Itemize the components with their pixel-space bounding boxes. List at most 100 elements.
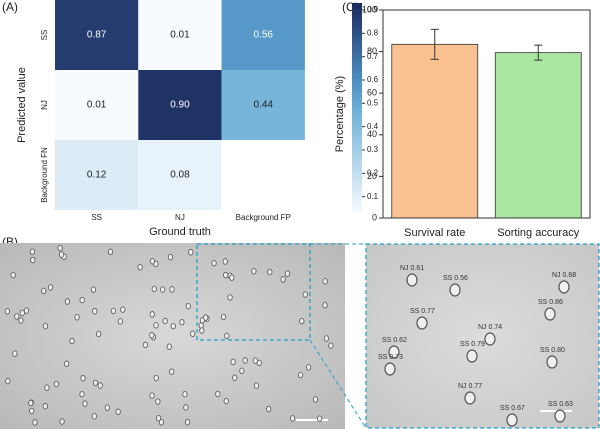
cell	[183, 404, 189, 411]
cell	[267, 268, 273, 276]
cell	[190, 330, 196, 337]
cell	[32, 419, 38, 426]
cell	[554, 409, 566, 423]
detection-label: NJ 0.61	[400, 265, 424, 272]
cell	[115, 408, 121, 415]
cell	[151, 285, 157, 293]
cell	[406, 273, 418, 287]
cell	[188, 249, 194, 256]
cell	[74, 314, 80, 321]
cell	[166, 343, 172, 350]
cell	[149, 258, 156, 265]
cell	[312, 396, 319, 403]
cell-label: 0.08	[170, 170, 190, 181]
cell	[266, 405, 272, 413]
cell	[47, 284, 54, 291]
cell-label: 0.56	[254, 30, 274, 41]
image	[0, 243, 345, 429]
heatmap-cell	[138, 70, 222, 140]
cell-label: 0.12	[87, 170, 107, 181]
cell	[232, 374, 238, 381]
cell	[416, 316, 428, 330]
x-tick-label: SS	[91, 213, 102, 222]
colorbar-tick-label: 0.1	[367, 192, 379, 201]
cell	[230, 358, 236, 366]
cell	[222, 258, 228, 265]
cell	[149, 311, 155, 318]
panel-label: (A)	[2, 0, 18, 14]
heatmap-cell	[55, 70, 139, 140]
heatmap-cell	[55, 0, 139, 70]
cell	[179, 318, 185, 326]
cell	[322, 278, 328, 285]
cell	[215, 390, 221, 398]
y-axis-label: Predicted value	[16, 67, 28, 143]
x-tick-label: NJ	[175, 213, 185, 222]
cell	[97, 382, 103, 389]
y-tick-label: 80	[367, 46, 377, 56]
connector	[309, 339, 367, 429]
y-tick-label: 60	[367, 88, 377, 98]
cell	[104, 404, 110, 411]
microscopy: NJ 0.61 SS 0.56 NJ 0.68 SS 0.77 SS 0.86 NJ 0.…	[0, 243, 600, 429]
cell	[223, 397, 229, 405]
error-bar	[534, 44, 543, 61]
cell-label: 0.01	[170, 30, 190, 41]
cell	[299, 317, 305, 325]
cell	[41, 287, 47, 295]
cell	[4, 308, 10, 315]
cell	[30, 256, 36, 264]
cell	[79, 296, 85, 304]
cell	[117, 318, 123, 325]
cell	[12, 350, 18, 357]
cell	[5, 377, 11, 385]
cell	[298, 371, 304, 379]
cell	[59, 418, 65, 425]
cell	[155, 415, 162, 422]
cell	[149, 332, 155, 339]
cell	[69, 337, 75, 345]
cell	[220, 313, 227, 321]
cell	[388, 345, 400, 359]
cell	[10, 271, 16, 279]
cell	[328, 342, 334, 349]
cell	[323, 335, 330, 342]
cell	[57, 244, 63, 252]
x-tick-label: Survival rate	[404, 227, 465, 239]
bar	[494, 52, 582, 219]
cell	[162, 317, 168, 325]
cell	[546, 355, 558, 369]
detection-label: NJ 0.68	[552, 272, 576, 279]
x-tick-label: Sorting accuracy	[497, 227, 579, 239]
colorbar-tick-label: 0.3	[367, 145, 379, 154]
cell	[169, 368, 175, 375]
colorbar-tick-label: 0.5	[367, 98, 379, 107]
cell	[302, 291, 308, 298]
heatmap-cell	[221, 70, 305, 140]
cell	[224, 332, 230, 339]
cell	[252, 357, 258, 364]
colorbar-tick-label: 0.2	[367, 168, 379, 177]
cell	[142, 341, 149, 349]
y-tick-label: Background FN	[40, 147, 49, 203]
axes-frame	[382, 9, 591, 219]
cell	[23, 307, 30, 314]
error-bar	[430, 28, 439, 60]
cell	[80, 375, 86, 382]
heatmap-cell	[221, 0, 305, 70]
cell	[506, 413, 518, 427]
cell	[42, 403, 48, 410]
y-axis-label: Percentage (%)	[334, 76, 346, 152]
detection-label: SS 0.77	[410, 308, 435, 315]
colorbar-tick-label: 0.7	[367, 52, 379, 61]
cell	[155, 398, 161, 405]
detection-label: SS 0.80	[540, 347, 565, 354]
cell	[18, 317, 24, 324]
cell	[306, 364, 312, 371]
cell	[558, 280, 570, 294]
colorbar-tick-label: 0.6	[367, 75, 379, 84]
y-tick-label: 0	[372, 212, 377, 222]
cell	[82, 400, 88, 407]
cell	[153, 374, 159, 382]
cell	[107, 248, 114, 255]
